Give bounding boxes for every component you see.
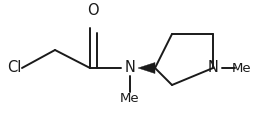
Text: Me: Me xyxy=(232,61,252,74)
Text: O: O xyxy=(87,3,99,18)
Text: N: N xyxy=(125,61,135,76)
Text: N: N xyxy=(207,61,218,76)
Polygon shape xyxy=(138,62,155,73)
Text: Me: Me xyxy=(120,92,140,105)
Text: Cl: Cl xyxy=(8,61,22,76)
